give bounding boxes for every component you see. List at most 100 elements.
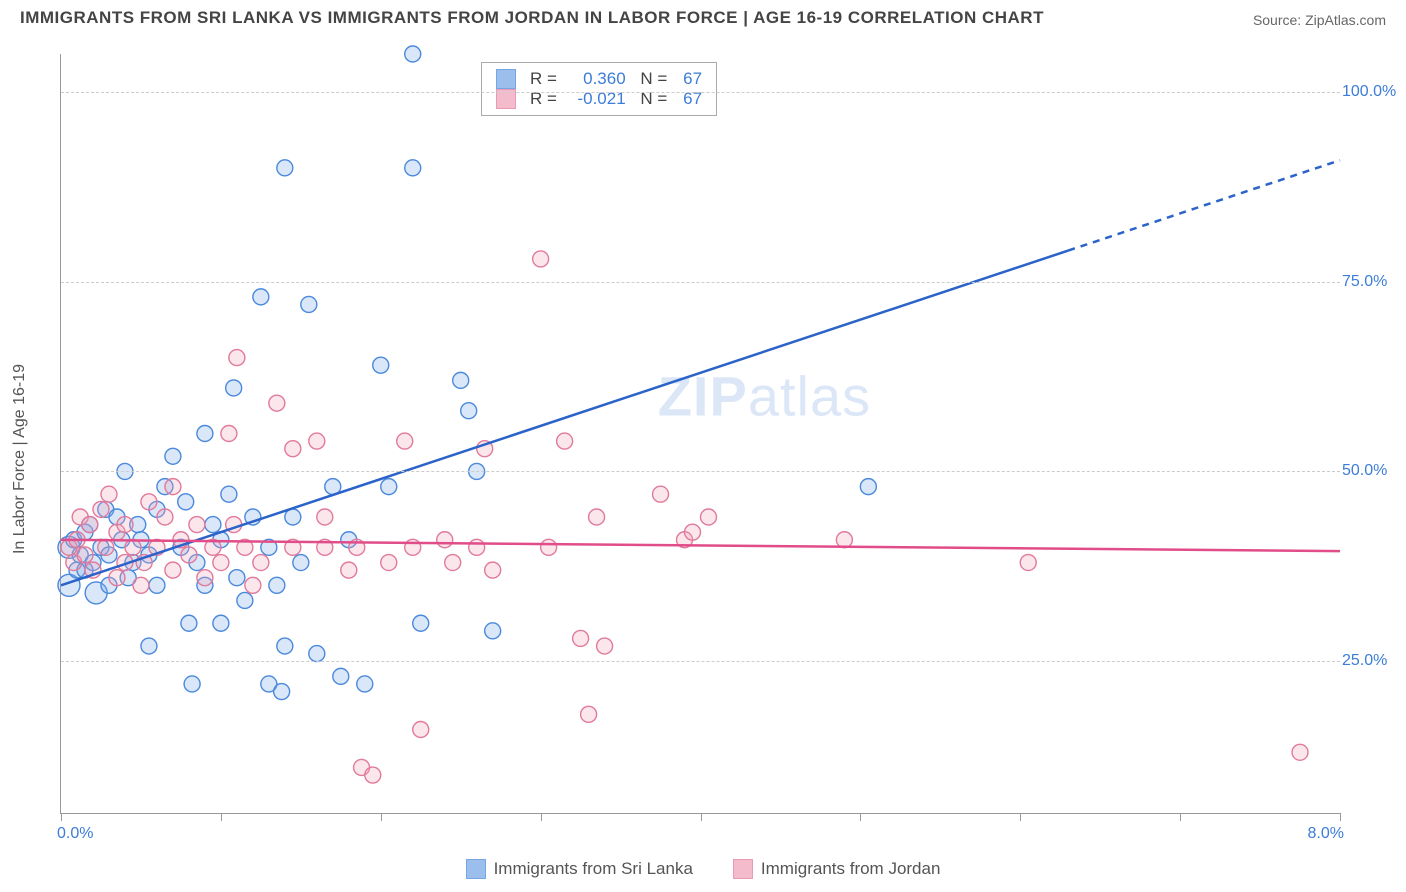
data-point: [277, 638, 293, 654]
trend-line-dashed: [1068, 160, 1340, 250]
data-point: [317, 509, 333, 525]
correlation-legend-box: R = 0.360 N = 67 R = -0.021 N = 67: [481, 62, 717, 116]
trend-line: [61, 251, 1068, 586]
data-point: [149, 577, 165, 593]
y-tick-label: 75.0%: [1342, 273, 1402, 291]
data-point: [178, 494, 194, 510]
legend-label-jordan: Immigrants from Jordan: [761, 859, 941, 879]
data-point: [165, 479, 181, 495]
data-point: [589, 509, 605, 525]
data-point: [405, 160, 421, 176]
data-point: [213, 555, 229, 571]
legend-swatch-srilanka: [496, 69, 516, 89]
data-point: [685, 524, 701, 540]
x-tick-right: 8.0%: [1308, 825, 1344, 843]
data-point: [381, 479, 397, 495]
data-point: [573, 630, 589, 646]
data-point: [213, 615, 229, 631]
r-value-srilanka: 0.360: [562, 69, 626, 89]
data-point: [141, 494, 157, 510]
legend-item-srilanka: Immigrants from Sri Lanka: [466, 859, 693, 879]
data-point: [333, 668, 349, 684]
data-point: [557, 433, 573, 449]
data-point: [77, 547, 93, 563]
data-point: [117, 517, 133, 533]
data-point: [229, 570, 245, 586]
data-point: [485, 623, 501, 639]
y-tick-label: 25.0%: [1342, 652, 1402, 670]
n-value-srilanka: 67: [672, 69, 702, 89]
data-point: [445, 555, 461, 571]
data-point: [301, 296, 317, 312]
data-point: [453, 372, 469, 388]
data-point: [541, 539, 557, 555]
data-point: [285, 441, 301, 457]
data-point: [309, 646, 325, 662]
data-point: [205, 517, 221, 533]
data-point: [226, 380, 242, 396]
data-point: [237, 592, 253, 608]
data-point: [101, 486, 117, 502]
data-point: [469, 539, 485, 555]
data-point: [700, 509, 716, 525]
data-point: [181, 615, 197, 631]
data-point: [653, 486, 669, 502]
y-tick-label: 50.0%: [1342, 462, 1402, 480]
data-point: [533, 251, 549, 267]
data-point: [485, 562, 501, 578]
legend-swatch-srilanka-bottom: [466, 859, 486, 879]
data-point: [381, 555, 397, 571]
legend-swatch-jordan-bottom: [733, 859, 753, 879]
r-label: R =: [530, 69, 557, 89]
x-tick-left: 0.0%: [57, 825, 93, 843]
data-point: [93, 501, 109, 517]
data-point: [461, 403, 477, 419]
data-point: [293, 555, 309, 571]
data-point: [133, 577, 149, 593]
plot-area: ZIPatlas R = 0.360 N = 67 R = -0.021 N =: [60, 54, 1340, 814]
data-point: [309, 433, 325, 449]
source-label: Source: ZipAtlas.com: [1253, 12, 1386, 28]
data-point: [274, 684, 290, 700]
data-point: [181, 547, 197, 563]
data-point: [253, 555, 269, 571]
data-point: [405, 46, 421, 62]
data-point: [373, 357, 389, 373]
data-point: [836, 532, 852, 548]
data-point: [341, 562, 357, 578]
data-point: [184, 676, 200, 692]
data-point: [109, 570, 125, 586]
chart-container: In Labor Force | Age 16-19 ZIPatlas R = …: [0, 34, 1406, 884]
data-point: [141, 638, 157, 654]
data-point: [229, 350, 245, 366]
data-point: [82, 517, 98, 533]
data-point: [1020, 555, 1036, 571]
data-point: [581, 706, 597, 722]
data-point: [597, 638, 613, 654]
data-point: [197, 570, 213, 586]
title-bar: IMMIGRANTS FROM SRI LANKA VS IMMIGRANTS …: [0, 0, 1406, 34]
data-point: [165, 448, 181, 464]
data-point: [245, 577, 261, 593]
n-label: N =: [640, 69, 667, 89]
data-point: [269, 577, 285, 593]
data-point: [397, 433, 413, 449]
data-point: [413, 615, 429, 631]
data-point: [197, 426, 213, 442]
data-point: [413, 722, 429, 738]
bottom-legend: Immigrants from Sri Lanka Immigrants fro…: [0, 859, 1406, 879]
data-point: [221, 426, 237, 442]
data-point: [277, 160, 293, 176]
y-tick-label: 100.0%: [1342, 83, 1402, 101]
data-point: [125, 539, 141, 555]
data-point: [365, 767, 381, 783]
data-point: [357, 676, 373, 692]
plot-svg: [61, 54, 1340, 813]
chart-title: IMMIGRANTS FROM SRI LANKA VS IMMIGRANTS …: [20, 8, 1044, 28]
y-axis-label: In Labor Force | Age 16-19: [11, 364, 29, 554]
legend-label-srilanka: Immigrants from Sri Lanka: [494, 859, 693, 879]
data-point: [221, 486, 237, 502]
data-point: [860, 479, 876, 495]
data-point: [269, 395, 285, 411]
data-point: [1292, 744, 1308, 760]
